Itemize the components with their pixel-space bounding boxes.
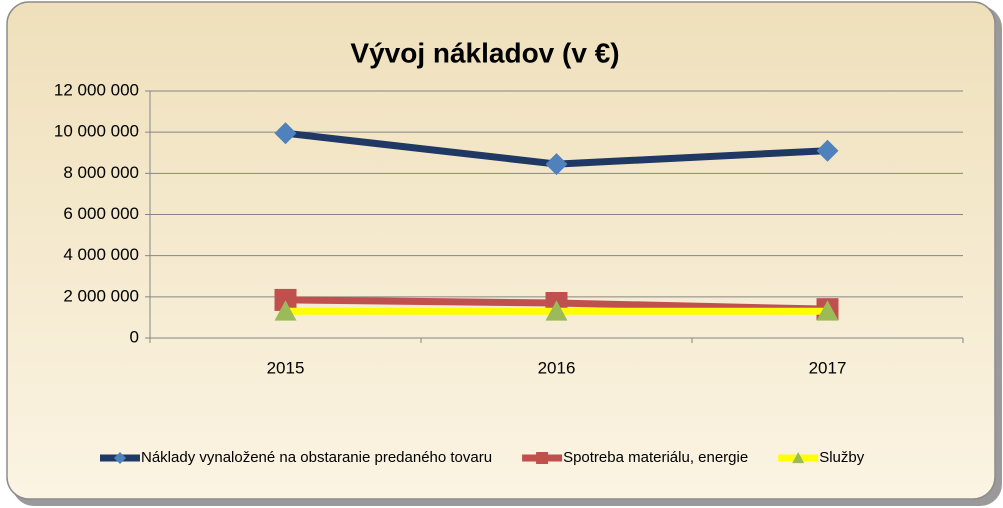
- marker: [816, 139, 839, 162]
- x-tick-label: 2015: [267, 358, 305, 377]
- y-tick-label: 12 000 000: [54, 80, 139, 99]
- marker: [536, 452, 549, 464]
- legend-label: Spotreba materiálu, energie: [563, 449, 748, 466]
- x-tick-label: 2016: [538, 358, 576, 377]
- marker: [545, 300, 568, 321]
- y-tick-label: 10 000 000: [54, 122, 139, 141]
- marker: [792, 452, 805, 464]
- marker: [274, 288, 297, 311]
- legend-label: Služby: [819, 449, 865, 466]
- y-tick-label: 2 000 000: [63, 286, 139, 305]
- marker: [274, 300, 297, 321]
- chart-title: Vývoj nákladov (v €): [350, 37, 619, 68]
- y-tick-label: 0: [130, 327, 139, 346]
- marker: [114, 452, 126, 464]
- x-tick-label: 2017: [809, 358, 847, 377]
- marker: [816, 300, 839, 321]
- y-tick-label: 6 000 000: [63, 204, 139, 223]
- y-tick-label: 4 000 000: [63, 245, 139, 264]
- y-tick-label: 8 000 000: [63, 163, 139, 182]
- marker: [545, 153, 568, 176]
- legend-label: Náklady vynaložené na obstaranie predané…: [141, 449, 492, 466]
- marker: [274, 122, 297, 145]
- chart-frame: [6, 1, 996, 500]
